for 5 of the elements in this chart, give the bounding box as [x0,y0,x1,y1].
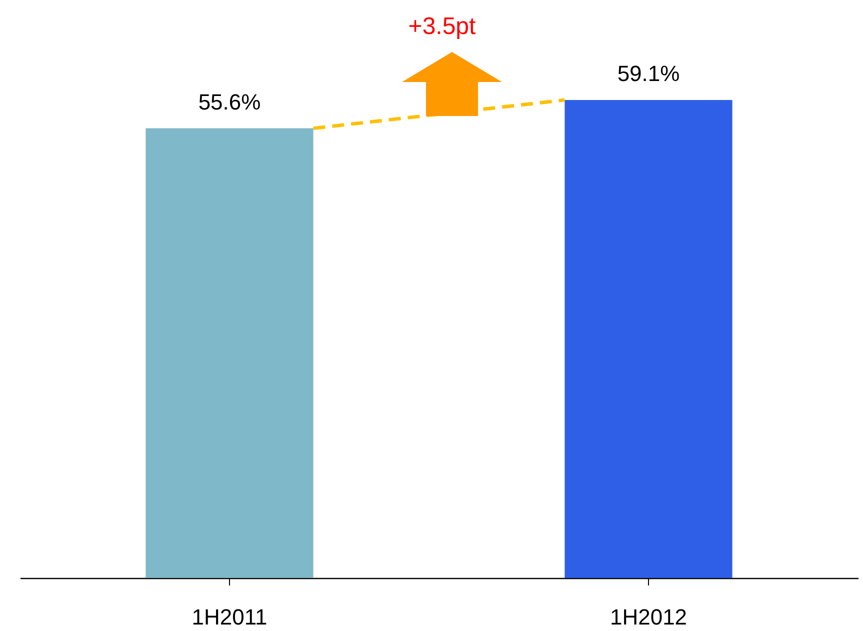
data-label: 55.6% [198,89,261,114]
text: +3.5pt [408,13,476,40]
x-tick-label: 1H2012 [610,604,688,630]
x-tick-label: 1H2011 [192,604,268,630]
data-label: 59.1% [617,61,680,86]
